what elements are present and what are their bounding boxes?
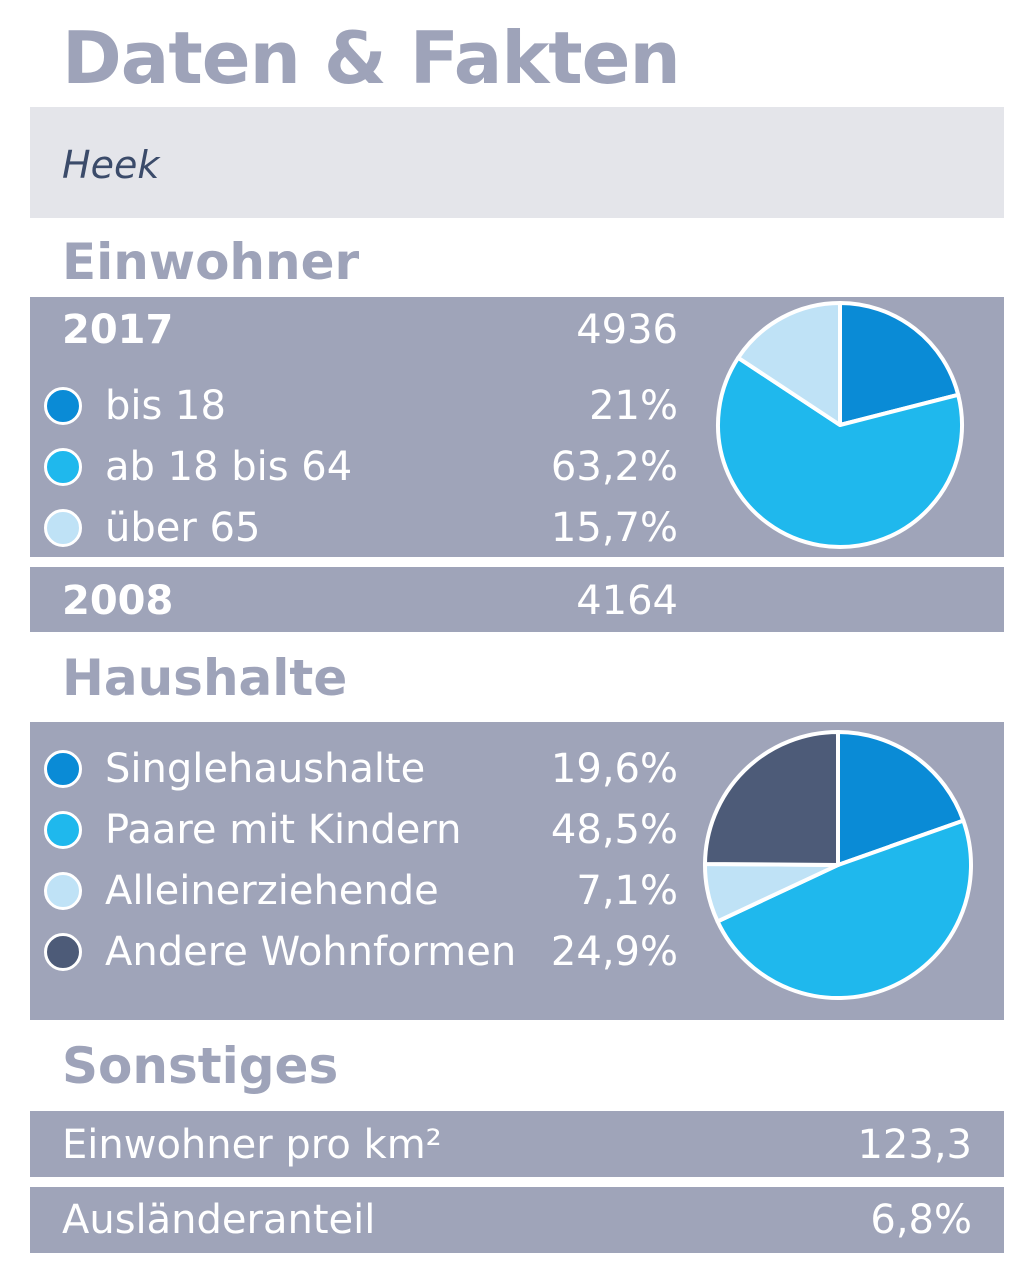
haushalte-legend-label: Andere Wohnformen <box>105 929 517 975</box>
sonstiges-row <box>30 1111 1004 1177</box>
sonstiges-value-foreigners: 6,8% <box>870 1197 972 1243</box>
legend-swatch <box>44 387 82 425</box>
year-2008-value: 4164 <box>576 578 678 624</box>
haushalte-legend-label: Paare mit Kindern <box>105 807 462 853</box>
legend-swatch <box>44 750 82 788</box>
einwohner-pie-slice <box>716 355 964 549</box>
page-title: Daten & Fakten <box>62 16 681 100</box>
haushalte-legend-label: Singlehaushalte <box>105 746 426 792</box>
legend-swatch <box>44 872 82 910</box>
einwohner-legend-value: 63,2% <box>550 444 678 490</box>
section-heading-haushalte: Haushalte <box>62 649 348 707</box>
einwohner-legend-label: ab 18 bis 64 <box>105 444 353 490</box>
einwohner-legend-label: über 65 <box>105 505 261 551</box>
year-2017-label: 2017 <box>62 307 174 353</box>
year-2017-value: 4936 <box>576 307 678 353</box>
einwohner-pie-slice <box>838 301 961 427</box>
sonstiges-value-density: 123,3 <box>857 1122 972 1168</box>
einwohner-legend-value: 21% <box>589 383 678 429</box>
haushalte-pie-chart <box>702 730 973 1001</box>
einwohner-pie-slice <box>736 301 842 427</box>
legend-swatch <box>44 448 82 486</box>
haushalte-legend-value: 24,9% <box>550 929 678 975</box>
haushalte-legend-value: 19,6% <box>550 746 678 792</box>
year-2008-label: 2008 <box>62 578 174 624</box>
haushalte-pie-slice <box>703 730 840 867</box>
haushalte-legend-label: Alleinerziehende <box>105 868 439 914</box>
legend-swatch <box>44 933 82 971</box>
location-name: Heek <box>62 143 160 187</box>
legend-swatch <box>44 509 82 547</box>
legend-swatch <box>44 811 82 849</box>
section-heading-einwohner: Einwohner <box>62 233 360 291</box>
haushalte-pie-slice <box>715 818 973 1001</box>
sonstiges-label-foreigners: Ausländeranteil <box>62 1197 376 1243</box>
haushalte-pie-slice <box>836 730 966 867</box>
sonstiges-label-density: Einwohner pro km² <box>62 1122 442 1168</box>
haushalte-legend-value: 48,5% <box>550 807 678 853</box>
sonstiges-row <box>30 1187 1004 1253</box>
einwohner-legend-value: 15,7% <box>550 505 678 551</box>
haushalte-legend-value: 7,1% <box>576 868 678 914</box>
section-heading-sonstiges: Sonstiges <box>62 1037 339 1095</box>
einwohner-legend-label: bis 18 <box>105 383 226 429</box>
location-bar <box>30 107 1004 218</box>
einwohner-pie-chart <box>716 301 964 549</box>
year-2008-bar <box>30 567 1004 632</box>
